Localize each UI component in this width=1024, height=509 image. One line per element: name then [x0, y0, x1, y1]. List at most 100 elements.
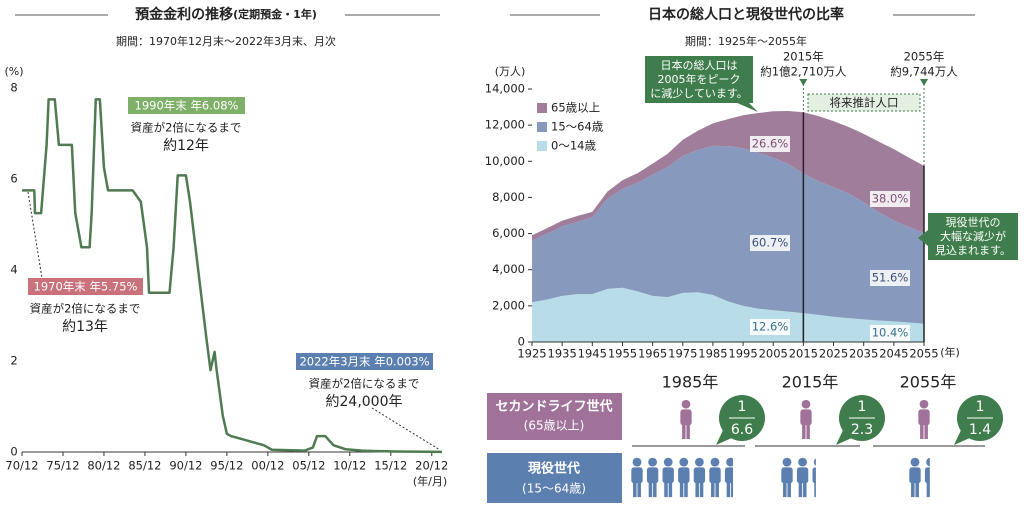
bubble-tail: [836, 428, 854, 445]
elder-box: [487, 393, 622, 440]
worker-icons: [631, 457, 733, 498]
annotation-text: 資産が2倍になるまで: [30, 302, 141, 316]
share-label: 60.7%: [752, 236, 789, 250]
legend-label: 15〜64歳: [551, 120, 604, 134]
y-tick-label: 0: [10, 445, 17, 459]
annotation-text: 約12年: [163, 138, 209, 154]
callout-text: 見込まれます。: [935, 244, 1011, 257]
bubble-tail: [954, 428, 972, 445]
legend-label: 0〜14歳: [551, 139, 596, 153]
worker-icon: [646, 457, 659, 498]
area-series: [532, 287, 924, 342]
annotation-text: 資産が2倍になるまで: [131, 121, 242, 135]
worker-icon: [724, 457, 733, 498]
callout-text: 大幅な減少が: [940, 229, 1006, 243]
x-tick-label: 2055: [909, 347, 938, 361]
elder-icon: [800, 399, 812, 439]
projection-box: [807, 93, 921, 112]
annotation-title: 1990年末 年6.08%: [135, 99, 239, 113]
legend-swatch: [537, 141, 547, 151]
y-tick-label: 2: [10, 354, 17, 368]
ratio-numerator: 1: [976, 399, 985, 415]
share-label: 26.6%: [752, 137, 789, 151]
worker-icon: [924, 457, 930, 498]
x-tick-label: 80/12: [87, 459, 120, 473]
share-label: 51.6%: [872, 271, 909, 285]
x-tick-label: 1925: [517, 347, 546, 361]
x-tick-label: 85/12: [128, 459, 161, 473]
y-tick-label: 6: [10, 172, 17, 186]
share-box: [870, 270, 910, 286]
elder-icon: [680, 399, 692, 439]
worker-box: [487, 453, 622, 503]
x-unit: (年/月): [413, 474, 447, 488]
share-label: 10.4%: [872, 326, 909, 340]
subtitle: 期間：1925年〜2055年: [685, 34, 807, 48]
area-series: [532, 145, 924, 324]
worker-icon: [709, 457, 721, 498]
share-box: [870, 325, 910, 341]
worker-icon: [781, 457, 793, 498]
legend-swatch: [537, 122, 547, 132]
legend-label: 65歳以上: [551, 101, 600, 115]
worker-label: 現役世代: [528, 461, 580, 477]
worker-icons: [781, 457, 816, 498]
y-tick-label: 12,000: [485, 118, 525, 132]
subtitle: 期間：1970年12月末〜2022年3月末、月次: [116, 34, 336, 48]
y-label: (万人): [495, 65, 526, 78]
x-tick-label: 1945: [578, 347, 607, 361]
worker-icon: [678, 457, 690, 498]
worker-icon: [631, 457, 643, 498]
callout-text: 現役世代の: [946, 215, 1001, 229]
x-tick-label: 2015: [789, 347, 818, 361]
bubble-tail: [716, 428, 734, 445]
annotation-text: 資産が2倍になるまで: [309, 377, 420, 391]
x-tick-label: 1935: [548, 347, 577, 361]
x-tick-label: 10/12: [333, 459, 366, 473]
share-box: [750, 235, 790, 251]
worker-icon: [693, 457, 706, 498]
projection-label: 将来推計人口: [830, 96, 899, 110]
annotation-text: 約24,000年: [326, 394, 403, 410]
group-year: 2015年: [782, 373, 839, 392]
y-tick-label: 8: [10, 81, 17, 95]
marker-arrow: [799, 79, 808, 86]
marker-arrow: [920, 79, 928, 86]
x-tick-label: 2045: [879, 347, 908, 361]
y-tick-label: 2,000: [492, 298, 525, 312]
x-tick-label: 2025: [819, 347, 848, 361]
ratio-numerator: 1: [858, 399, 867, 415]
callout-text: 日本の総人口は: [661, 58, 738, 72]
chart-title: 預金金利の推移(定期預金・1年): [135, 6, 317, 23]
callout-tail: [918, 230, 928, 246]
x-tick-label: 05/12: [292, 459, 325, 473]
share-box: [870, 191, 910, 207]
area-series: [532, 111, 924, 241]
y-tick-label: 10,000: [485, 154, 525, 168]
ratio-denominator: 2.3: [851, 422, 873, 438]
marker-year: 2015年: [783, 50, 824, 64]
callout-box: [645, 56, 753, 103]
x-tick-label: 75/12: [46, 459, 79, 473]
y-tick-label: 4: [10, 263, 17, 277]
x-tick-label: 20/12: [415, 459, 448, 473]
x-tick-label: 1955: [608, 347, 637, 361]
group-year: 2055年: [900, 373, 957, 392]
y-tick-label: 14,000: [485, 82, 525, 96]
annotation-text: 約13年: [62, 319, 108, 335]
marker-total: 約1億2,710万人: [760, 65, 847, 79]
title-suffix: (定期預金・1年): [233, 7, 317, 21]
marker-total: 約9,744万人: [890, 65, 958, 79]
worker-icons: [909, 457, 930, 498]
leader: [27, 191, 43, 279]
share-box: [750, 136, 790, 152]
title-main: 預金金利の推移: [135, 6, 233, 23]
annotation-box: [296, 353, 433, 370]
y-tick-label: 0: [518, 335, 525, 349]
share-label: 38.0%: [872, 192, 909, 206]
elder-icon: [918, 399, 930, 439]
share-box: [750, 319, 790, 335]
callout-tail: [735, 102, 758, 112]
elder-label: セカンドライフ世代: [495, 399, 612, 415]
